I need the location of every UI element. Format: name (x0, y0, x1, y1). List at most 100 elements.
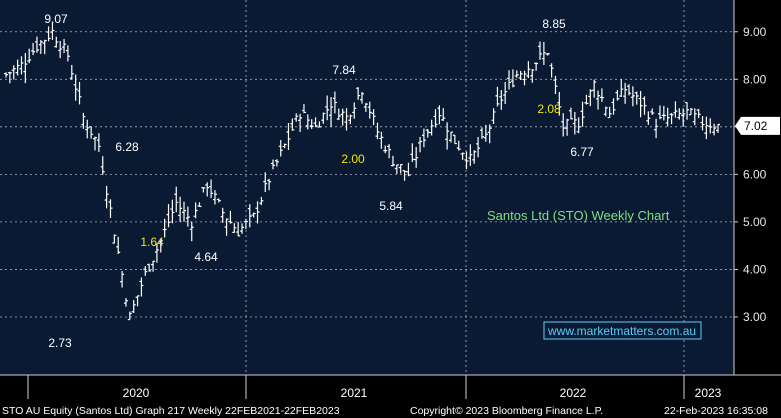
price-bar (100, 156, 105, 175)
price-bar (692, 108, 697, 126)
price-bar (568, 107, 573, 120)
price-annotation: 2.73 (48, 336, 72, 350)
price-bar (441, 108, 446, 121)
price-bar (390, 155, 395, 167)
price-bar (7, 71, 12, 84)
price-bar (212, 190, 217, 205)
footer-left: STO AU Equity (Santos Ltd) Graph 217 Wee… (2, 405, 340, 417)
price-bar (31, 42, 36, 56)
price-bar (418, 136, 423, 153)
price-bar (38, 40, 43, 54)
price-bar (360, 92, 364, 104)
footer-right: 22-Feb-2023 16:35:08 (664, 405, 768, 417)
price-bars (4, 21, 720, 321)
price-bar (158, 239, 163, 253)
price-bar (251, 212, 256, 218)
price-bar (11, 65, 16, 80)
price-bar (305, 114, 310, 130)
price-bar (464, 151, 469, 170)
price-bar (553, 75, 558, 95)
price-bar (398, 163, 403, 174)
price-bar (182, 201, 186, 222)
x-axis-panel (0, 375, 781, 401)
price-bar (541, 41, 546, 65)
price-bar (93, 136, 97, 151)
price-annotation: 7.84 (332, 63, 356, 77)
chart-title: Santos Ltd (STO) Weekly Chart (487, 208, 670, 223)
price-bar (77, 81, 82, 105)
price-bar (445, 122, 450, 150)
price-bar (363, 102, 368, 112)
price-bar (394, 164, 399, 174)
price-bar (406, 162, 411, 177)
price-bar (716, 123, 720, 133)
price-bar (708, 118, 713, 134)
price-bar (50, 21, 55, 40)
price-bar (387, 144, 392, 159)
price-bar (696, 108, 701, 119)
price-bar (449, 131, 453, 143)
price-bar (193, 202, 198, 219)
price-bar (630, 86, 635, 107)
price-bar (688, 107, 693, 116)
price-bar (332, 91, 337, 114)
axis-panel (734, 0, 781, 375)
price-bar (379, 131, 384, 149)
price-bar (654, 118, 659, 139)
price-bar (329, 97, 334, 128)
price-bar (576, 117, 581, 134)
price-bar (530, 69, 535, 83)
x-tick-label: 2022 (560, 386, 587, 400)
price-bar (232, 223, 237, 233)
price-bar (367, 101, 372, 119)
price-bar (267, 178, 272, 191)
price-bar (340, 108, 345, 126)
price-annotation: 1.64 (140, 235, 164, 249)
price-bar (433, 109, 438, 128)
price-bar (135, 295, 140, 307)
price-annotation: 5.84 (379, 199, 403, 213)
price-bar (46, 26, 51, 42)
price-bar (224, 218, 229, 236)
price-bar (274, 159, 279, 167)
price-bar (460, 152, 465, 160)
price-bar (650, 108, 655, 115)
price-bar (712, 123, 717, 136)
price-bar (588, 89, 593, 107)
price-bar (561, 113, 566, 137)
price-bar (178, 196, 183, 223)
price-bar (704, 116, 709, 140)
price-bar (646, 111, 651, 125)
price-bar (15, 59, 20, 76)
price-bar (309, 119, 314, 129)
price-bar (700, 116, 705, 131)
price-bar (468, 144, 473, 166)
price-bar (507, 70, 512, 90)
price-bar (27, 48, 32, 64)
price-bar (584, 94, 589, 105)
price-bar (58, 40, 63, 59)
price-bar (685, 102, 690, 120)
price-bar (197, 202, 202, 208)
price-bar (549, 63, 554, 78)
footer-center: Copyright© 2023 Bloomberg Finance L.P. (410, 405, 603, 417)
price-bar (657, 105, 662, 120)
price-bar (240, 223, 245, 234)
price-bar (352, 102, 357, 119)
price-bar (271, 159, 275, 170)
footer: STO AU Equity (Santos Ltd) Graph 217 Wee… (2, 405, 768, 417)
price-bar (634, 91, 639, 105)
price-bar (344, 108, 349, 131)
price-bar (259, 196, 264, 206)
price-bar (522, 70, 527, 86)
price-bar (81, 112, 86, 129)
price-bar (599, 88, 604, 102)
price-bar (151, 260, 156, 272)
source-url-box: www.marketmatters.com.au (543, 321, 702, 340)
last-price-marker: 7.02 (735, 116, 780, 135)
source-url: www.marketmatters.com.au (547, 324, 696, 338)
price-bar (263, 172, 268, 193)
price-bar (580, 101, 585, 127)
price-bar (34, 36, 39, 53)
price-bar (170, 199, 175, 224)
